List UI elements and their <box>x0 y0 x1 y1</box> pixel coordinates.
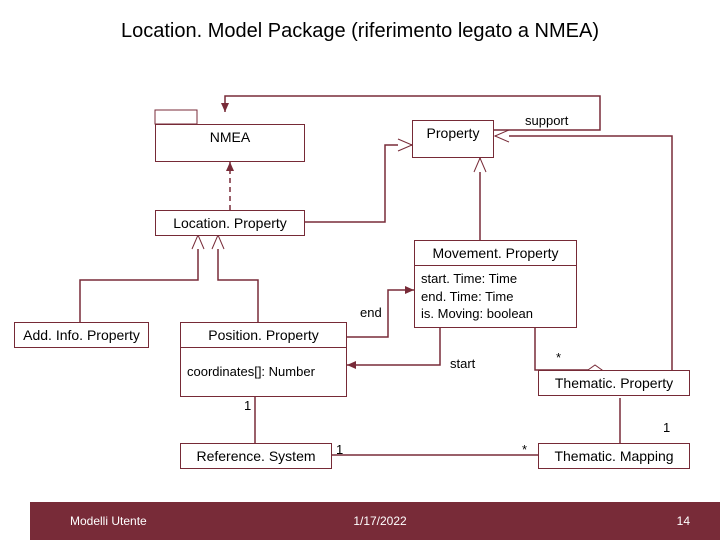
footer-right: 14 <box>483 514 720 528</box>
class-thematic-mapping: Thematic. Mapping <box>538 443 690 469</box>
class-movement-property-attrs: start. Time: Time end. Time: Time is. Mo… <box>415 266 576 327</box>
class-property-name: Property <box>413 121 493 145</box>
class-reference-system: Reference. System <box>180 443 332 469</box>
footer-left: Modelli Utente <box>0 514 277 528</box>
label-star-1: * <box>556 350 561 365</box>
class-location-property: Location. Property <box>155 210 305 236</box>
class-nmea-name: NMEA <box>156 125 304 149</box>
class-position-property-name: Position. Property <box>181 323 346 348</box>
label-one-1: 1 <box>244 398 251 413</box>
class-property: Property <box>412 120 494 158</box>
label-one-2: 1 <box>336 442 343 457</box>
class-thematic-property-name: Thematic. Property <box>539 371 689 395</box>
class-position-property-attrs: coordinates[]: Number <box>181 348 346 396</box>
footer-stub <box>0 502 30 540</box>
slide: Location. Model Package (riferimento leg… <box>0 0 720 540</box>
class-thematic-property: Thematic. Property <box>538 370 690 396</box>
class-addinfo-property-name: Add. Info. Property <box>15 323 148 347</box>
footer-bar: Modelli Utente 1/17/2022 14 <box>0 502 720 540</box>
class-thematic-mapping-name: Thematic. Mapping <box>539 444 689 468</box>
slide-title: Location. Model Package (riferimento leg… <box>0 20 720 43</box>
class-position-property: Position. Property coordinates[]: Number <box>180 322 347 397</box>
class-reference-system-name: Reference. System <box>181 444 331 468</box>
footer-center: 1/17/2022 <box>277 514 484 528</box>
class-nmea: NMEA <box>155 124 305 162</box>
label-start: start <box>450 356 475 371</box>
class-movement-property: Movement. Property start. Time: Time end… <box>414 240 577 328</box>
class-addinfo-property: Add. Info. Property <box>14 322 149 348</box>
label-one-3: 1 <box>663 420 670 435</box>
class-movement-property-name: Movement. Property <box>415 241 576 266</box>
label-end: end <box>360 305 382 320</box>
label-support: support <box>525 113 568 128</box>
class-location-property-name: Location. Property <box>156 211 304 235</box>
label-star-2: * <box>522 442 527 457</box>
